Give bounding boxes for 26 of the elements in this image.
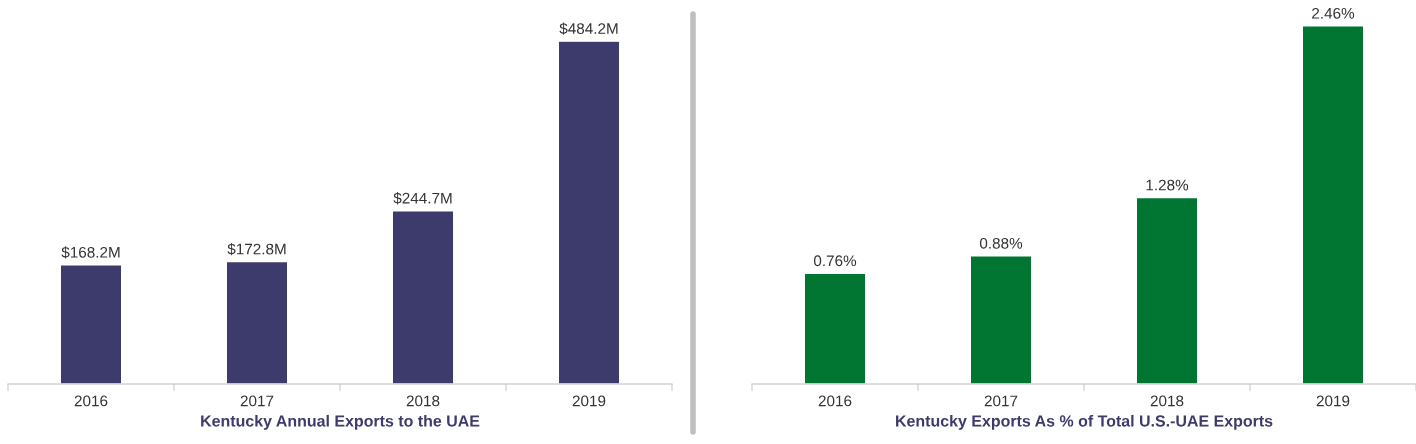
data-label: 0.76% xyxy=(813,255,857,267)
bar xyxy=(225,260,289,384)
x-tick-label: 2017 xyxy=(984,395,1018,407)
x-tick-label: 2018 xyxy=(406,395,440,407)
data-label: $244.7M xyxy=(393,192,452,205)
bar xyxy=(59,264,123,384)
x-tick-label: 2019 xyxy=(572,395,606,407)
data-label: $168.2M xyxy=(61,246,120,259)
x-axis-title: Kentucky Exports As % of Total U.S.-UAE Exports xyxy=(896,414,1273,430)
x-tick-label: 2016 xyxy=(818,395,852,407)
data-label: 2.46% xyxy=(1312,7,1355,19)
data-label: $172.8M xyxy=(227,242,286,256)
x-tick-label: 2016 xyxy=(74,395,108,407)
data-label: $484.2M xyxy=(559,22,618,35)
data-label: 1.28% xyxy=(1146,179,1189,191)
x-axis-title: Kentucky Annual Exports to the UAE xyxy=(201,414,480,430)
bar xyxy=(969,255,1033,384)
bar xyxy=(1301,25,1365,384)
bar xyxy=(391,210,455,384)
bar xyxy=(557,40,621,384)
x-tick-label: 2019 xyxy=(1316,395,1350,407)
x-tick-label: 2017 xyxy=(240,395,274,407)
bar xyxy=(803,272,867,384)
x-tick-label: 2018 xyxy=(1150,395,1184,407)
bar xyxy=(1135,196,1199,384)
data-label: 0.88% xyxy=(979,237,1023,249)
